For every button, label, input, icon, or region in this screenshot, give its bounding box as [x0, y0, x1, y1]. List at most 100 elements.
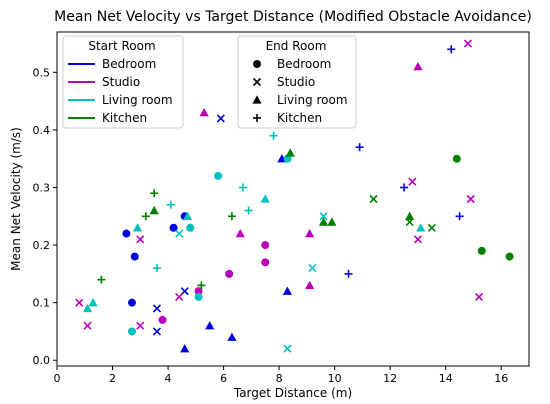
legend-marker [253, 60, 261, 68]
data-point [182, 211, 193, 220]
legend-start-title: Start Room [88, 39, 155, 53]
data-points [75, 39, 514, 353]
legend-start-label: Studio [102, 75, 140, 89]
data-point [225, 269, 234, 278]
data-point [136, 235, 145, 244]
data-point [283, 154, 292, 163]
data-point [214, 171, 223, 180]
data-point [327, 217, 337, 226]
data-point [127, 298, 136, 307]
data-point [369, 194, 378, 204]
legend-end-label: Studio [277, 75, 315, 89]
legend-end-label: Living room [277, 93, 348, 107]
legend-end-item: Bedroom [253, 57, 331, 71]
data-point [344, 269, 353, 278]
data-point [261, 258, 270, 267]
data-point [305, 280, 315, 290]
legend-end-item: Kitchen [253, 111, 322, 125]
data-point [235, 228, 245, 238]
x-tick-label: 6 [220, 372, 227, 385]
legend-end-label: Bedroom [277, 57, 331, 71]
y-tick-label: 0.0 [33, 354, 51, 367]
y-axis: 0.0 0.1 0.2 0.3 0.4 0.5 [33, 66, 57, 367]
data-point [152, 327, 162, 336]
data-point [463, 39, 472, 48]
data-point [413, 235, 423, 244]
data-point [186, 223, 195, 232]
data-point [455, 212, 464, 221]
data-point [447, 45, 456, 54]
legend-start-item: Kitchen [68, 111, 147, 125]
data-point [413, 61, 423, 71]
x-tick-label: 10 [328, 372, 342, 385]
data-point [169, 223, 178, 232]
legend-marker [252, 95, 262, 104]
data-point [405, 211, 415, 220]
data-point [239, 183, 248, 192]
x-axis-label: Target Distance (m) [233, 386, 352, 400]
data-point [141, 212, 150, 221]
data-point [152, 304, 162, 313]
y-axis-label: Mean Net Velocity (m/s) [9, 127, 23, 271]
data-point [282, 286, 293, 295]
legend-start-label: Bedroom [102, 57, 156, 71]
legend-end-room: End Room Bedroom Studio Living room Kitchen [237, 35, 357, 129]
data-point [227, 212, 236, 221]
data-point [260, 194, 270, 203]
data-point [474, 292, 484, 301]
legend-marker [253, 114, 261, 122]
legend-end-title: End Room [266, 39, 327, 53]
x-tick-label: 4 [165, 372, 172, 385]
x-tick-label: 14 [439, 372, 453, 385]
data-point [227, 332, 237, 341]
legend-end-box [237, 35, 357, 129]
data-point [216, 114, 225, 123]
data-point [122, 229, 131, 238]
data-point [505, 252, 514, 261]
data-point [180, 344, 190, 353]
data-point [127, 327, 136, 336]
y-tick-label: 0.2 [33, 239, 51, 252]
data-point [319, 212, 328, 221]
data-point [88, 298, 98, 307]
data-point [75, 298, 84, 307]
x-axis: 0 2 4 6 8 10 12 14 16 [54, 366, 508, 385]
data-point [466, 194, 475, 204]
data-point [166, 200, 175, 209]
data-point [269, 131, 278, 140]
data-point [261, 241, 270, 250]
data-point [199, 108, 209, 117]
data-point [452, 154, 461, 163]
data-point [408, 177, 417, 186]
legend-start-item: Living room [68, 93, 173, 107]
chart-title: Mean Net Velocity vs Target Distance (Mo… [54, 9, 532, 25]
legend-start-label: Kitchen [102, 111, 147, 125]
legend-marker [252, 77, 262, 87]
legend-start-box [62, 35, 184, 129]
data-point [283, 344, 292, 353]
data-point [132, 223, 143, 232]
data-point [197, 281, 206, 290]
data-point [158, 315, 167, 324]
legend-start-item: Studio [68, 75, 140, 89]
legend-end-item: Living room [252, 93, 348, 107]
data-point [130, 252, 139, 261]
x-tick-label: 12 [383, 372, 397, 385]
x-tick-label: 0 [54, 372, 61, 385]
x-tick-label: 2 [109, 372, 116, 385]
data-point [150, 189, 159, 198]
data-point [400, 183, 409, 192]
legend-start-item: Bedroom [68, 57, 156, 71]
data-point [318, 217, 329, 226]
data-point [194, 292, 203, 301]
legend-end-label: Kitchen [277, 111, 322, 125]
legend-end-item: Studio [252, 75, 315, 89]
y-tick-label: 0.5 [33, 66, 51, 79]
data-point [427, 223, 436, 232]
data-point [97, 275, 106, 284]
data-point [308, 264, 317, 273]
legend-start-room: Start Room Bedroom Studio Living room Kitch… [62, 35, 184, 129]
y-tick-label: 0.3 [33, 181, 51, 194]
data-point [416, 223, 426, 232]
